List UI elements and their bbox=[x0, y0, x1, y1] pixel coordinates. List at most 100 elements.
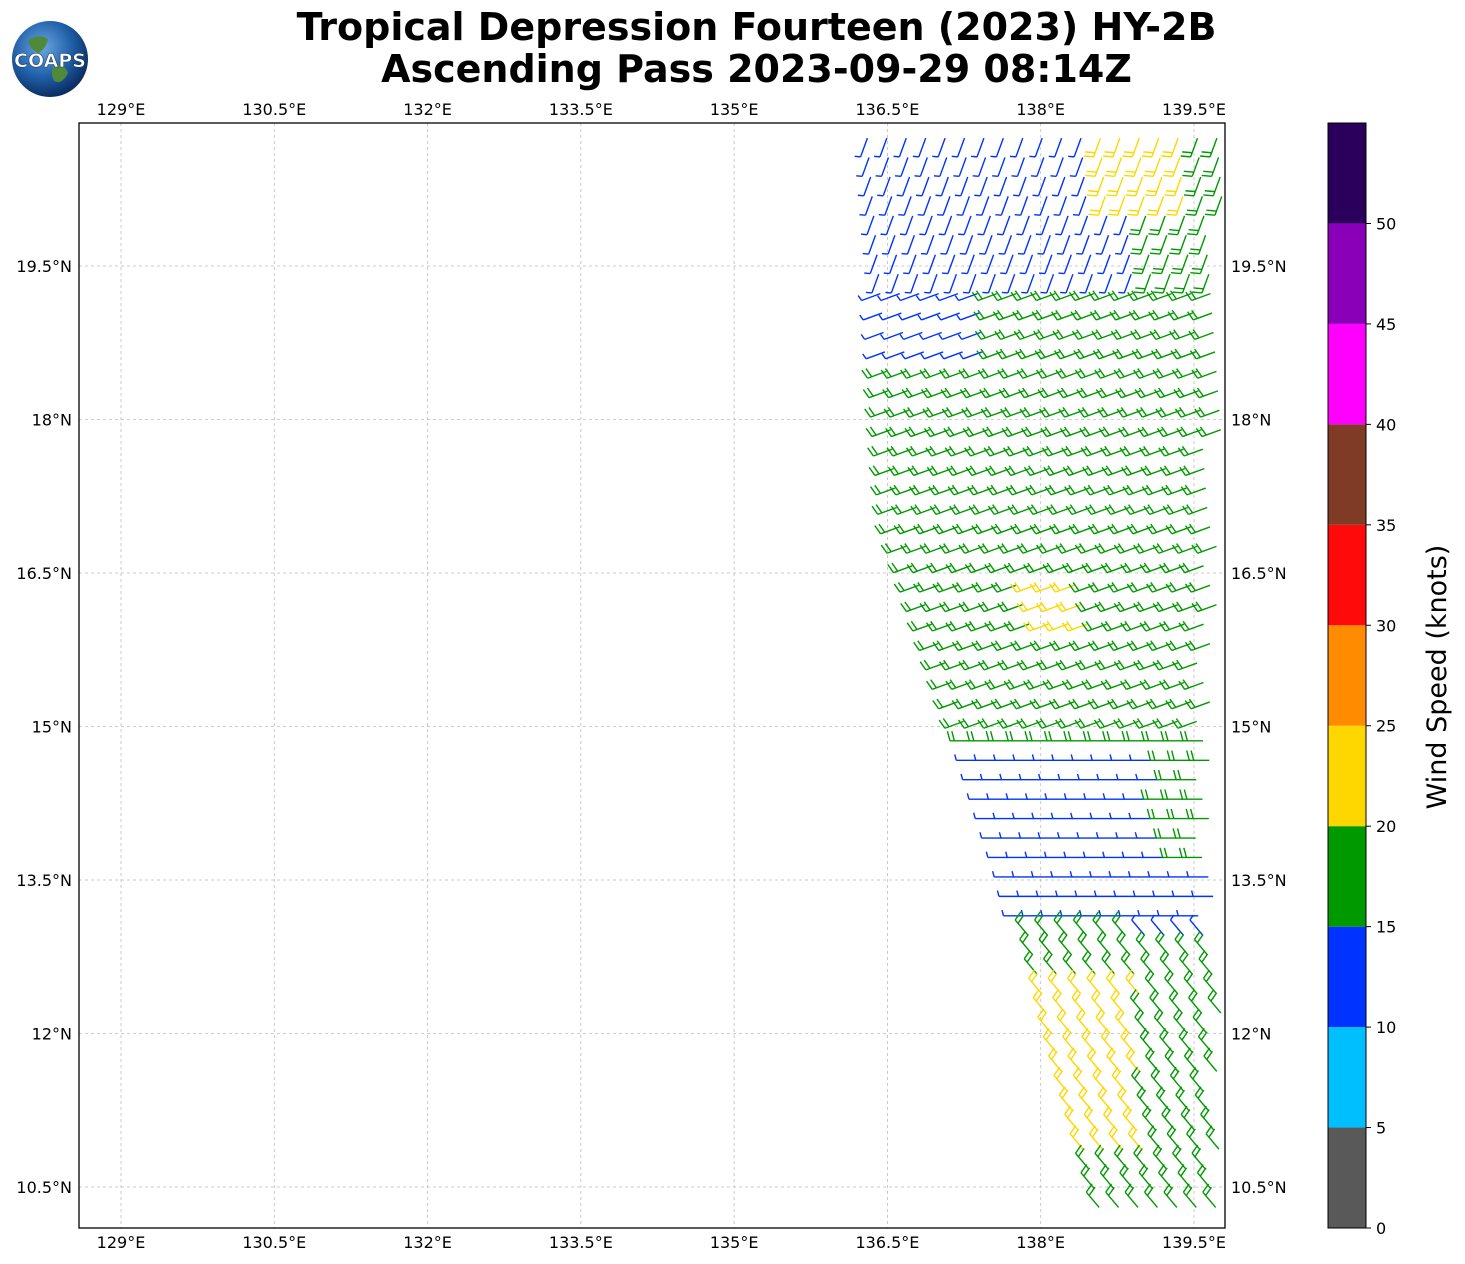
wind-barb bbox=[1128, 812, 1151, 820]
wind-barb bbox=[861, 215, 875, 236]
wind-barb bbox=[1104, 504, 1130, 516]
wind-barb bbox=[898, 196, 912, 216]
wind-barb bbox=[984, 562, 1010, 574]
wind-barb bbox=[1040, 426, 1066, 438]
wind-barb bbox=[1182, 1183, 1197, 1208]
wind-barb bbox=[1193, 930, 1208, 956]
colorbar-frame bbox=[1327, 122, 1367, 1229]
wind-barb bbox=[932, 137, 946, 158]
wind-barb bbox=[1038, 930, 1053, 956]
wind-barb bbox=[893, 523, 920, 535]
wind-barb bbox=[1132, 890, 1155, 898]
wind-barb bbox=[1064, 484, 1090, 496]
wind-barb bbox=[1155, 407, 1181, 418]
wind-barb bbox=[941, 254, 956, 275]
wind-barb bbox=[1201, 157, 1220, 178]
wind-barb bbox=[1109, 754, 1132, 761]
wind-barb bbox=[1003, 562, 1030, 574]
wind-barb bbox=[979, 832, 1002, 839]
wind-barb bbox=[938, 543, 965, 554]
wind-barb bbox=[1132, 254, 1150, 275]
wind-barb bbox=[1055, 215, 1069, 236]
wind-barb bbox=[1124, 1183, 1139, 1208]
wind-barb bbox=[983, 445, 1009, 457]
wind-barb bbox=[1076, 832, 1099, 839]
wind-barb bbox=[1118, 426, 1144, 438]
wind-barb bbox=[1055, 659, 1081, 671]
wind-barb bbox=[1202, 969, 1217, 995]
wind-barb bbox=[1070, 309, 1096, 321]
wind-barb bbox=[937, 196, 951, 216]
wind-barb bbox=[1053, 348, 1080, 360]
lat-label-left: 15°N bbox=[32, 718, 72, 737]
wind-barb bbox=[1003, 620, 1030, 632]
wind-barb bbox=[990, 137, 1004, 158]
wind-barb bbox=[1148, 215, 1166, 236]
wind-barb bbox=[980, 407, 1007, 418]
wind-barb bbox=[995, 348, 1022, 360]
wind-barb bbox=[935, 292, 959, 302]
wind-barb bbox=[1053, 911, 1068, 936]
longitude-labels: 129°E 129°E 130.5°E 130.5°E 132°E 132°E 133.5°… bbox=[97, 100, 1226, 1252]
wind-barb bbox=[1026, 504, 1053, 516]
wind-barb bbox=[1171, 718, 1197, 729]
wind-barb bbox=[1152, 368, 1178, 379]
wind-barb bbox=[1061, 562, 1088, 574]
wind-barb bbox=[919, 659, 945, 671]
wind-barb bbox=[1184, 523, 1211, 535]
wind-barb bbox=[1036, 368, 1062, 379]
wind-barb bbox=[1165, 640, 1191, 652]
wind-barb bbox=[1185, 196, 1204, 216]
wind-barb bbox=[958, 543, 984, 554]
colorbar-tick-label: 35 bbox=[1376, 516, 1396, 535]
wind-barb bbox=[1071, 989, 1086, 1014]
wind-barb bbox=[1107, 523, 1133, 535]
wind-barb bbox=[1127, 196, 1145, 216]
wind-barb bbox=[1076, 387, 1102, 399]
wind-barb bbox=[1043, 465, 1069, 477]
wind-barb bbox=[1074, 601, 1101, 613]
wind-barb bbox=[1187, 215, 1205, 236]
wind-barb bbox=[1182, 157, 1200, 178]
wind-barb bbox=[1133, 368, 1159, 379]
wind-barb bbox=[1068, 698, 1094, 710]
wind-barb bbox=[1155, 930, 1170, 956]
wind-barb bbox=[1063, 793, 1087, 800]
wind-barb bbox=[1088, 196, 1106, 216]
wind-barb bbox=[968, 504, 994, 516]
wind-barb bbox=[1202, 1183, 1217, 1208]
wind-barb bbox=[1029, 698, 1055, 710]
wind-barb bbox=[1164, 969, 1179, 995]
wind-barb bbox=[854, 137, 869, 158]
wind-barb bbox=[940, 235, 954, 255]
colorbar-segment bbox=[1328, 223, 1366, 324]
wind-barb bbox=[1113, 543, 1140, 554]
wind-barb bbox=[901, 387, 927, 399]
wind-barb bbox=[1113, 659, 1140, 671]
wind-barb bbox=[1159, 847, 1183, 859]
wind-barb bbox=[1134, 832, 1157, 839]
wind-barb bbox=[1179, 465, 1205, 477]
wind-barb bbox=[1017, 235, 1032, 255]
wind-barb bbox=[1131, 348, 1157, 360]
wind-barb bbox=[986, 793, 1009, 800]
wind-barb bbox=[1015, 348, 1041, 360]
wind-barb bbox=[965, 465, 991, 477]
wind-barb bbox=[1146, 582, 1172, 593]
wind-barb bbox=[1077, 930, 1092, 956]
lon-label-top: 130.5°E bbox=[242, 100, 306, 119]
wind-barb bbox=[1071, 329, 1098, 341]
wind-barb bbox=[977, 601, 1004, 613]
wind-barb bbox=[919, 543, 945, 554]
wind-barb bbox=[982, 426, 1008, 438]
wind-barb bbox=[1136, 407, 1162, 418]
wind-barb bbox=[1044, 793, 1067, 800]
wind-barb bbox=[974, 329, 1001, 341]
wind-barb bbox=[1115, 235, 1129, 255]
wind-barb bbox=[1103, 484, 1129, 496]
wind-barb bbox=[1063, 730, 1087, 742]
wind-barb bbox=[1178, 847, 1203, 859]
wind-barb bbox=[1076, 235, 1090, 255]
wind-barb bbox=[1191, 273, 1210, 294]
wind-barb bbox=[1023, 620, 1049, 632]
